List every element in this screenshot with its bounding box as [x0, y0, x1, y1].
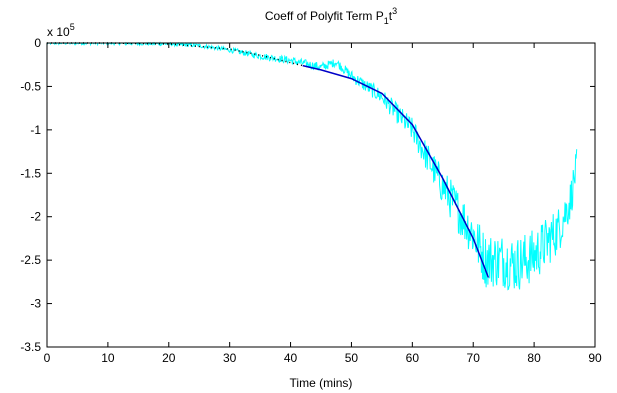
y-tick-label: -3	[30, 297, 41, 311]
y-ticks: 0 -0.5 -1 -1.5 -2 -2.5 -3 -3.5	[20, 36, 595, 354]
series-line-dotted	[47, 42, 303, 67]
y-tick-label: -3.5	[20, 340, 41, 354]
y-tick-label: -2.5	[20, 253, 41, 267]
x-tick-label: 20	[162, 351, 176, 365]
x-tick-label: 90	[588, 351, 602, 365]
x-tick-label: 60	[406, 351, 420, 365]
x-tick-label: 0	[44, 351, 51, 365]
y-tick-label: -2	[30, 210, 41, 224]
x-tick-label: 30	[223, 351, 237, 365]
x-tick-label: 70	[467, 351, 481, 365]
y-tick-label: -1	[30, 123, 41, 137]
x-ticks: 0 10 20 30 40 50 60 70 80 90	[44, 43, 602, 365]
x-tick-label: 50	[345, 351, 359, 365]
plot-frame	[46, 42, 596, 348]
series-line-solid	[302, 64, 490, 278]
y-tick-label: -1.5	[20, 166, 41, 180]
x-tick-label: 80	[527, 351, 541, 365]
chart-title: Coeff of Polyfit Term P1t3	[265, 6, 397, 26]
y-tick-label: 0	[34, 36, 41, 50]
x-tick-label: 10	[101, 351, 115, 365]
x-axis-label: Time (mins)	[290, 376, 353, 390]
y-exponent-label: x 105	[47, 22, 75, 39]
x-tick-label: 40	[284, 351, 298, 365]
y-tick-label: -0.5	[20, 79, 41, 93]
